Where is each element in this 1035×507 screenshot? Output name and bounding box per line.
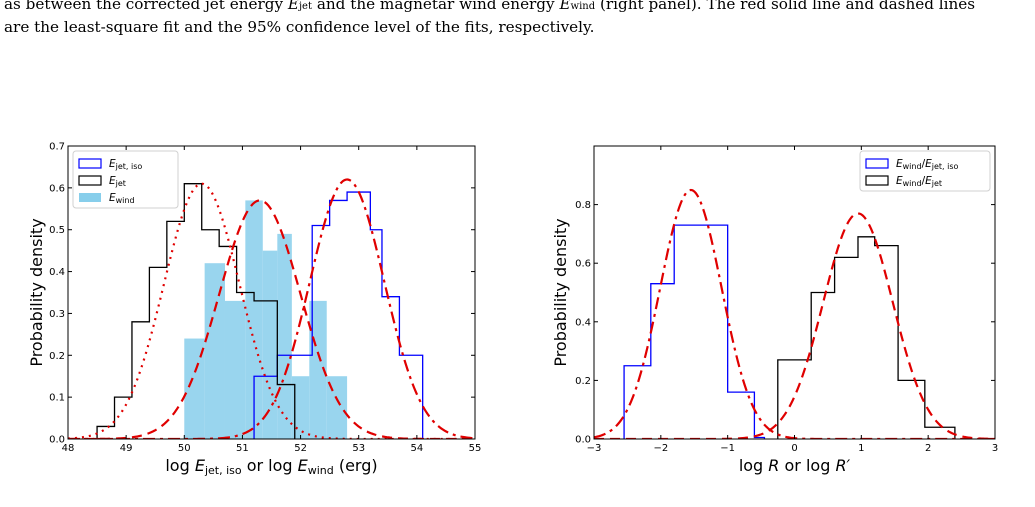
y-tick-label: 0.7	[49, 142, 65, 153]
y-tick-label: 0.4	[49, 267, 65, 278]
fill-bar-9	[326, 376, 348, 439]
legend-var: E	[109, 175, 116, 187]
x-tick-label: 51	[236, 443, 249, 454]
figure-caption: as between the corrected jet energy Ejet…	[4, 0, 1032, 37]
fill-bar-5	[262, 250, 278, 439]
legend-slash: /	[922, 175, 926, 187]
x-tick-label: −3	[587, 443, 602, 454]
x-tick-label: 48	[62, 443, 75, 454]
legend-slash: /	[922, 158, 926, 170]
fill-bar-1	[184, 338, 205, 439]
x-tick-label: −2	[653, 443, 668, 454]
legend-entry: Ejet, iso	[109, 158, 142, 171]
chart-panel-1: 48 49 50 51 52 53 54 55 0.0 0.1 0.2 0.3 0.4 0.5 0.6 0.7…	[27, 142, 481, 478]
x-label-var: E	[298, 456, 309, 475]
legend-var: E	[925, 175, 932, 187]
x-axis-label: log R or log R′	[739, 456, 851, 475]
step-histogram-black-step	[777, 236, 956, 439]
x-label-text: log	[739, 456, 768, 475]
axes-frame	[67, 145, 476, 440]
fill-bar-7	[291, 376, 310, 439]
x-label-var: R′	[835, 456, 850, 475]
y-tick-label: 0.1	[49, 393, 65, 404]
caption-line-2: are the least-square fit and the 95% con…	[4, 18, 595, 36]
x-label-sub: jet, iso	[204, 464, 242, 477]
fill-bar-3	[224, 300, 246, 439]
x-tick-label: 3	[992, 443, 998, 454]
fill-bar-6	[277, 233, 292, 439]
plot-area	[68, 178, 475, 439]
legend-var: E	[109, 158, 116, 170]
step-histogram-blue-step	[623, 224, 766, 439]
legend-swatch-step	[78, 175, 102, 186]
x-tick-label: 1	[858, 443, 864, 454]
y-tick-label: 0.2	[49, 351, 65, 362]
x-tick-label: 55	[469, 443, 482, 454]
y-axis-label: Probability density	[551, 218, 570, 366]
y-tick-label: 0.0	[575, 435, 591, 446]
y-tick-label: 0.5	[49, 225, 65, 236]
legend-var: E	[896, 175, 903, 187]
x-label-text: or log	[242, 456, 298, 475]
legend-sub: wind	[116, 196, 135, 205]
x-axis-label: log Ejet, iso or log Ewind (erg)	[165, 456, 377, 477]
x-tick-label: 2	[925, 443, 931, 454]
y-tick-label: 0.3	[49, 309, 65, 320]
legend-swatch-fill	[79, 193, 101, 202]
legend-var: E	[109, 192, 116, 204]
legend-sub: wind	[903, 179, 922, 188]
legend-box	[859, 150, 991, 192]
legend-sub: jet	[931, 179, 942, 188]
x-label-text: log	[165, 456, 194, 475]
x-tick-label: 54	[410, 443, 423, 454]
legend-entry: Ejet	[109, 175, 126, 188]
legend-var: E	[925, 158, 932, 170]
y-axis-label: Probability density	[27, 218, 46, 366]
x-label-var: R	[768, 456, 779, 475]
legend-sub: jet, iso	[115, 162, 143, 171]
x-label-unit: (erg)	[334, 456, 378, 475]
fill-bar-2	[204, 263, 225, 439]
caption-line-1: as between the corrected jet energy Ejet…	[4, 0, 976, 13]
x-tick-label: 49	[120, 443, 133, 454]
x-label-text: or log	[779, 456, 835, 475]
fill-bar-8	[309, 300, 327, 439]
legend-entry: Ewind	[109, 192, 135, 205]
legend-sub: jet, iso	[931, 162, 959, 171]
y-tick-label: 0.4	[575, 317, 591, 328]
x-tick-label: 53	[352, 443, 365, 454]
legend-entry: Ewind/Ejet, iso	[896, 158, 959, 171]
legend-swatch-step	[78, 158, 102, 169]
fill-bar-4	[245, 200, 263, 439]
legend-entry: Ewind/Ejet	[896, 175, 942, 188]
chart-panel-2: −3 −2 −1 0 1 2 3 0.0 0.2 0.4 0.6 0.8 log R or log R′…	[551, 145, 998, 475]
legend-swatch-step	[865, 175, 889, 186]
y-tick-label: 0.8	[575, 200, 591, 211]
fit-curve-dashed	[594, 212, 995, 439]
plot-area	[594, 188, 995, 439]
fit-curve-dashdot	[68, 178, 475, 439]
y-tick-label: 0.0	[49, 435, 65, 446]
legend-swatch-step	[865, 158, 889, 169]
fit-curve-dashdot	[594, 188, 995, 439]
x-tick-label: −1	[720, 443, 735, 454]
x-tick-label: 0	[791, 443, 797, 454]
step-histogram-black-step	[96, 183, 296, 439]
y-tick-label: 0.6	[49, 183, 65, 194]
legend-sub: jet	[115, 179, 126, 188]
y-tick-label: 0.6	[575, 259, 591, 270]
x-label-var: E	[195, 456, 206, 475]
legend-var: E	[896, 158, 903, 170]
x-label-sub: wind	[308, 464, 334, 477]
legend-sub: wind	[903, 162, 922, 171]
x-tick-label: 50	[178, 443, 191, 454]
y-tick-label: 0.2	[575, 376, 591, 387]
x-tick-label: 52	[294, 443, 307, 454]
